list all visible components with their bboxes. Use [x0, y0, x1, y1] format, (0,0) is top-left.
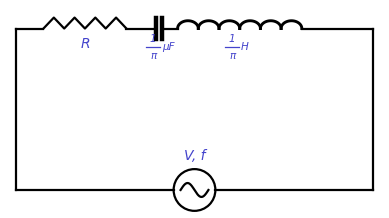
Text: 1: 1: [229, 34, 236, 44]
Text: 1: 1: [150, 34, 157, 44]
Text: V, f: V, f: [184, 149, 205, 163]
Text: π: π: [150, 51, 156, 61]
Text: π: π: [229, 51, 235, 61]
Text: μF: μF: [162, 42, 175, 52]
Text: R: R: [80, 37, 90, 51]
Text: H: H: [241, 42, 249, 52]
